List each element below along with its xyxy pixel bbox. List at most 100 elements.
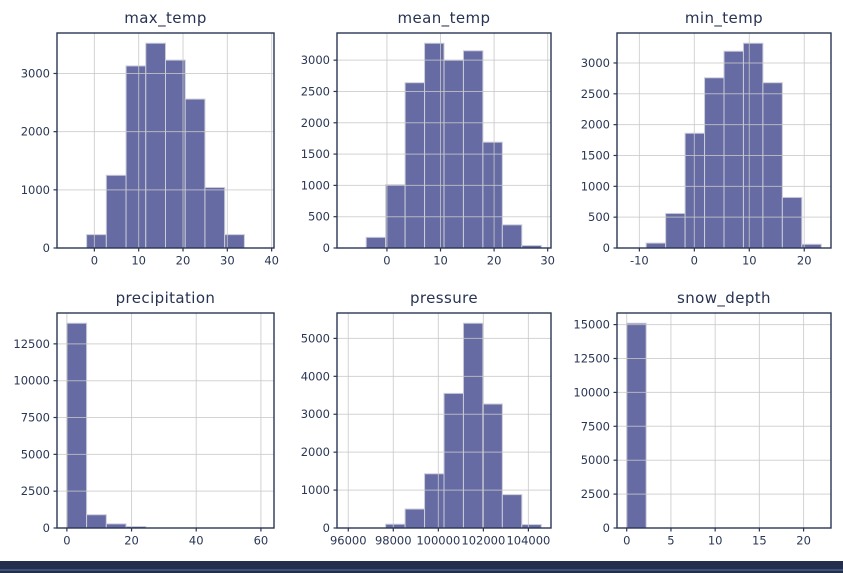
x-tick-label: 40 bbox=[264, 254, 279, 268]
y-tick-label: 0 bbox=[43, 241, 50, 255]
histogram-bar bbox=[86, 234, 107, 249]
y-tick-label: 15000 bbox=[573, 318, 610, 332]
y-tick-label: 2000 bbox=[301, 445, 330, 459]
y-tick-label: 2500 bbox=[301, 84, 330, 98]
x-tick-label: 20 bbox=[124, 534, 139, 548]
x-tick-label: 10 bbox=[131, 254, 146, 268]
histogram-bar bbox=[165, 59, 186, 249]
histogram-bar bbox=[443, 392, 464, 529]
histograms-figure: 0 10 20 30 40 0 1000 2000 3000 max_temp 0 10 20 30 0 50… bbox=[13, 9, 832, 548]
y-tick-label: 10000 bbox=[13, 374, 50, 388]
subplot-min_temp: -10 0 10 20 0 500 1000 1500 2000 2500 3000 min_temp bbox=[581, 9, 832, 268]
y-tick-label: 2000 bbox=[301, 116, 330, 130]
histogram-bar bbox=[482, 403, 503, 529]
histogram-bar bbox=[184, 98, 206, 249]
y-tick-label: 1000 bbox=[301, 178, 330, 192]
y-tick-label: 1500 bbox=[301, 147, 330, 161]
x-tick-label: 96000 bbox=[330, 534, 367, 548]
histogram-bar bbox=[645, 242, 667, 249]
x-tick-label: 0 bbox=[691, 254, 698, 268]
x-tick-label: 20 bbox=[176, 254, 191, 268]
histogram-bar bbox=[762, 82, 783, 249]
y-tick-label: 1000 bbox=[301, 483, 330, 497]
x-tick-label: 10 bbox=[433, 254, 448, 268]
y-tick-label: 0 bbox=[603, 521, 610, 535]
subplot-pressure: 96000 98000 100000 102000 104000 0 1000 2000 300… bbox=[301, 289, 552, 548]
x-tick-label: 0 bbox=[63, 534, 70, 548]
footer-accent-line bbox=[0, 569, 843, 571]
subplot-max_temp: 0 10 20 30 40 0 1000 2000 3000 max_temp bbox=[21, 9, 279, 268]
y-tick-label: 3000 bbox=[21, 66, 50, 80]
histogram-bar bbox=[404, 82, 426, 249]
histogram-bar bbox=[501, 224, 523, 249]
y-tick-label: 4000 bbox=[301, 369, 330, 383]
x-tick-label: 15 bbox=[752, 534, 767, 548]
subplot-title: pressure bbox=[410, 289, 478, 307]
subplot-snow_depth: 0 5 10 15 20 0 2500 5000 7500 10000 12500 15000 snow… bbox=[573, 289, 832, 548]
axes-box bbox=[56, 32, 275, 249]
histogram-bar bbox=[723, 50, 744, 249]
histogram-bar bbox=[462, 50, 484, 249]
axes-box bbox=[56, 312, 275, 529]
x-tick-label: 30 bbox=[220, 254, 235, 268]
x-tick-label: 98000 bbox=[375, 534, 412, 548]
y-tick-label: 0 bbox=[43, 521, 50, 535]
axes-box bbox=[616, 312, 832, 529]
y-tick-label: 2000 bbox=[21, 125, 50, 139]
x-tick-label: 0 bbox=[623, 534, 630, 548]
y-tick-label: 3000 bbox=[301, 407, 330, 421]
subplot-title: min_temp bbox=[685, 9, 763, 28]
histogram-bar bbox=[404, 508, 426, 529]
histogram-bar bbox=[501, 494, 523, 529]
y-tick-label: 0 bbox=[323, 521, 330, 535]
x-tick-label: 30 bbox=[540, 254, 555, 268]
y-tick-label: 500 bbox=[308, 210, 330, 224]
axes-box bbox=[336, 312, 552, 529]
x-tick-label: 102000 bbox=[461, 534, 505, 548]
x-tick-label: 60 bbox=[254, 534, 269, 548]
y-tick-label: 12500 bbox=[573, 351, 610, 365]
histogram-bar bbox=[424, 42, 445, 249]
x-tick-label: 20 bbox=[797, 254, 812, 268]
x-tick-label: 20 bbox=[796, 534, 811, 548]
histogram-bar bbox=[204, 187, 226, 249]
histogram-bar bbox=[482, 141, 503, 249]
histogram-bar bbox=[125, 65, 147, 249]
axes-box bbox=[616, 32, 832, 249]
histogram-bar bbox=[626, 322, 647, 529]
y-tick-label: 12500 bbox=[13, 337, 50, 351]
histogram-bar bbox=[424, 473, 445, 529]
subplot-title: max_temp bbox=[124, 9, 207, 28]
y-tick-label: 5000 bbox=[581, 453, 610, 467]
x-tick-label: 104000 bbox=[506, 534, 550, 548]
x-tick-label: -10 bbox=[630, 254, 649, 268]
footer-bar bbox=[0, 561, 843, 573]
subplot-title: precipitation bbox=[116, 289, 216, 307]
histogram-bar bbox=[781, 196, 803, 249]
subplot-mean_temp: 0 10 20 30 0 500 1000 1500 2000 2500 3000 mean_temp bbox=[301, 9, 555, 268]
x-tick-label: 20 bbox=[487, 254, 502, 268]
x-tick-label: 5 bbox=[667, 534, 674, 548]
y-tick-label: 5000 bbox=[21, 447, 50, 461]
subplot-title: mean_temp bbox=[398, 9, 491, 28]
y-tick-label: 2000 bbox=[581, 118, 610, 132]
axes-box bbox=[336, 32, 552, 249]
x-tick-label: 100000 bbox=[416, 534, 460, 548]
y-tick-label: 0 bbox=[603, 241, 610, 255]
x-tick-label: 0 bbox=[91, 254, 98, 268]
x-tick-label: 40 bbox=[189, 534, 204, 548]
y-tick-label: 0 bbox=[323, 241, 330, 255]
y-tick-label: 5000 bbox=[301, 331, 330, 345]
y-tick-label: 2500 bbox=[581, 87, 610, 101]
x-tick-label: 10 bbox=[708, 534, 723, 548]
y-tick-label: 1000 bbox=[21, 183, 50, 197]
x-tick-label: 0 bbox=[383, 254, 390, 268]
y-tick-label: 1500 bbox=[581, 148, 610, 162]
y-tick-label: 7500 bbox=[581, 419, 610, 433]
x-tick-label: 10 bbox=[742, 254, 757, 268]
subplot-title: snow_depth bbox=[677, 289, 771, 308]
histogram-bar bbox=[66, 322, 88, 529]
histogram-bar bbox=[365, 236, 387, 249]
histogram-bar bbox=[462, 322, 484, 529]
